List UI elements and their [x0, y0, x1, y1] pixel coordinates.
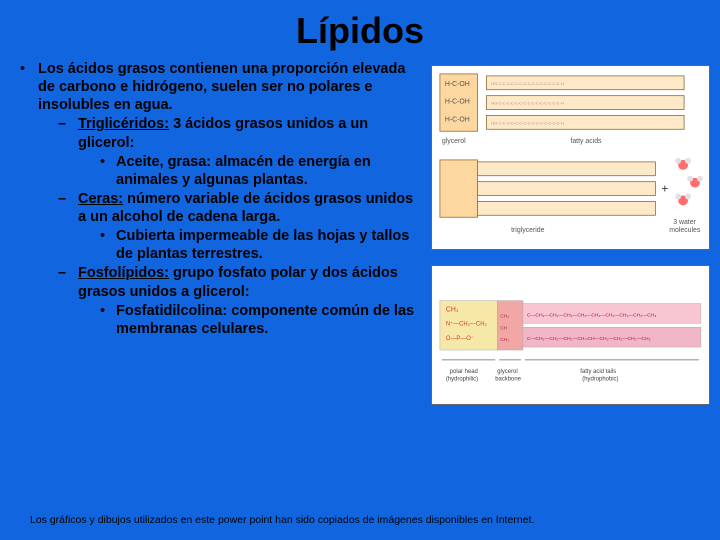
- slide-title: Lípidos: [20, 10, 700, 52]
- sub-fosfolipidos: Fosfolípidos: grupo fosfato polar y dos …: [76, 264, 421, 338]
- svg-text:H-C-OH: H-C-OH: [445, 81, 470, 88]
- label-polar-head: polar head(hydrophilic): [446, 369, 478, 383]
- phospholipid-svg: CH₃ N⁺—CH₂—CH₂ O—P—O⁻ CH₂ CH CH₂ C—CH₂—C…: [432, 266, 709, 404]
- svg-text:N⁺—CH₂—CH₂: N⁺—CH₂—CH₂: [446, 320, 487, 327]
- sub1-detail: Aceite, grasa: almacén de energía en ani…: [114, 153, 421, 189]
- triglyceride-svg: H-C-OH H-C-OH H-C-OH HO-C-C-C-C-C-C-C-C-…: [432, 66, 709, 249]
- images-column: H-C-OH H-C-OH H-C-OH HO-C-C-C-C-C-C-C-C-…: [431, 60, 710, 405]
- svg-text:O—P—O⁻: O—P—O⁻: [446, 336, 474, 342]
- main-point: Los ácidos grasos contienen una proporci…: [34, 60, 421, 338]
- phospholipid-diagram: CH₃ N⁺—CH₂—CH₂ O—P—O⁻ CH₂ CH CH₂ C—CH₂—C…: [431, 265, 710, 405]
- svg-text:CH₃: CH₃: [446, 306, 459, 313]
- main-text: Los ácidos grasos contienen una proporci…: [38, 61, 405, 113]
- svg-text:C—CH₂—CH₂—CH₂—CH=CH—CH₂—CH₂—CH: C—CH₂—CH₂—CH₂—CH=CH—CH₂—CH₂—CH₂—CH₃: [527, 336, 651, 342]
- slide: Lípidos Los ácidos grasos contienen una …: [0, 0, 720, 540]
- svg-text:HO-C-C-C-C-C-C-C-C-C-C-C-C-C-C: HO-C-C-C-C-C-C-C-C-C-C-C-C-C-C-C-H: [492, 101, 565, 106]
- triglyceride-diagram: H-C-OH H-C-OH H-C-OH HO-C-C-C-C-C-C-C-C-…: [431, 65, 710, 250]
- sub-triglycerides: Triglicéridos: 3 ácidos grasos unidos a …: [76, 115, 421, 189]
- term-fosfolipidos: Fosfolípidos:: [78, 265, 169, 281]
- term-ceras: Ceras:: [78, 191, 123, 207]
- svg-text:C—CH₂—CH₂—CH₂—CH₂—CH₂—CH₂—CH₂—: C—CH₂—CH₂—CH₂—CH₂—CH₂—CH₂—CH₂—CH₂—CH₃: [527, 312, 657, 318]
- label-fatty-tails: fatty acid tails(hydrophobic): [580, 369, 618, 383]
- footer-text: Los gráficos y dibujos utilizados en est…: [30, 514, 690, 526]
- svg-text:HO-C-C-C-C-C-C-C-C-C-C-C-C-C-C: HO-C-C-C-C-C-C-C-C-C-C-C-C-C-C-C-H: [492, 120, 565, 125]
- sub-ceras: Ceras: número variable de ácidos grasos …: [76, 190, 421, 264]
- sub2-detail-list: Cubierta impermeable de las hojas y tall…: [100, 227, 421, 263]
- sub1-detail-list: Aceite, grasa: almacén de energía en ani…: [100, 153, 421, 189]
- sub3-detail: Fosfatidilcolina: componente común de la…: [114, 302, 421, 338]
- bullet-list: Los ácidos grasos contienen una proporci…: [20, 60, 421, 338]
- plus-sign: +: [662, 182, 669, 196]
- content-row: Los ácidos grasos contienen una proporci…: [20, 60, 700, 405]
- svg-text:CH: CH: [500, 325, 508, 331]
- sub2-detail: Cubierta impermeable de las hojas y tall…: [114, 227, 421, 263]
- svg-text:HO-C-C-C-C-C-C-C-C-C-C-C-C-C-C: HO-C-C-C-C-C-C-C-C-C-C-C-C-C-C-C-H: [492, 81, 565, 86]
- sub-list: Triglicéridos: 3 ácidos grasos unidos a …: [58, 115, 421, 338]
- svg-text:H-C-OH: H-C-OH: [445, 99, 470, 106]
- label-glycerol: glycerol: [442, 138, 466, 145]
- text-column: Los ácidos grasos contienen una proporci…: [20, 60, 421, 405]
- term-triglycerides: Triglicéridos:: [78, 116, 169, 132]
- label-fatty-acids: fatty acids: [571, 138, 603, 145]
- svg-text:CH₂: CH₂: [500, 337, 509, 343]
- sub2-rest: número variable de ácidos grasos unidos …: [78, 191, 413, 225]
- svg-text:H-C-OH: H-C-OH: [445, 116, 470, 123]
- sub3-detail-list: Fosfatidilcolina: componente común de la…: [100, 302, 421, 338]
- label-triglyceride: triglyceride: [511, 227, 545, 234]
- svg-text:CH₂: CH₂: [500, 313, 509, 319]
